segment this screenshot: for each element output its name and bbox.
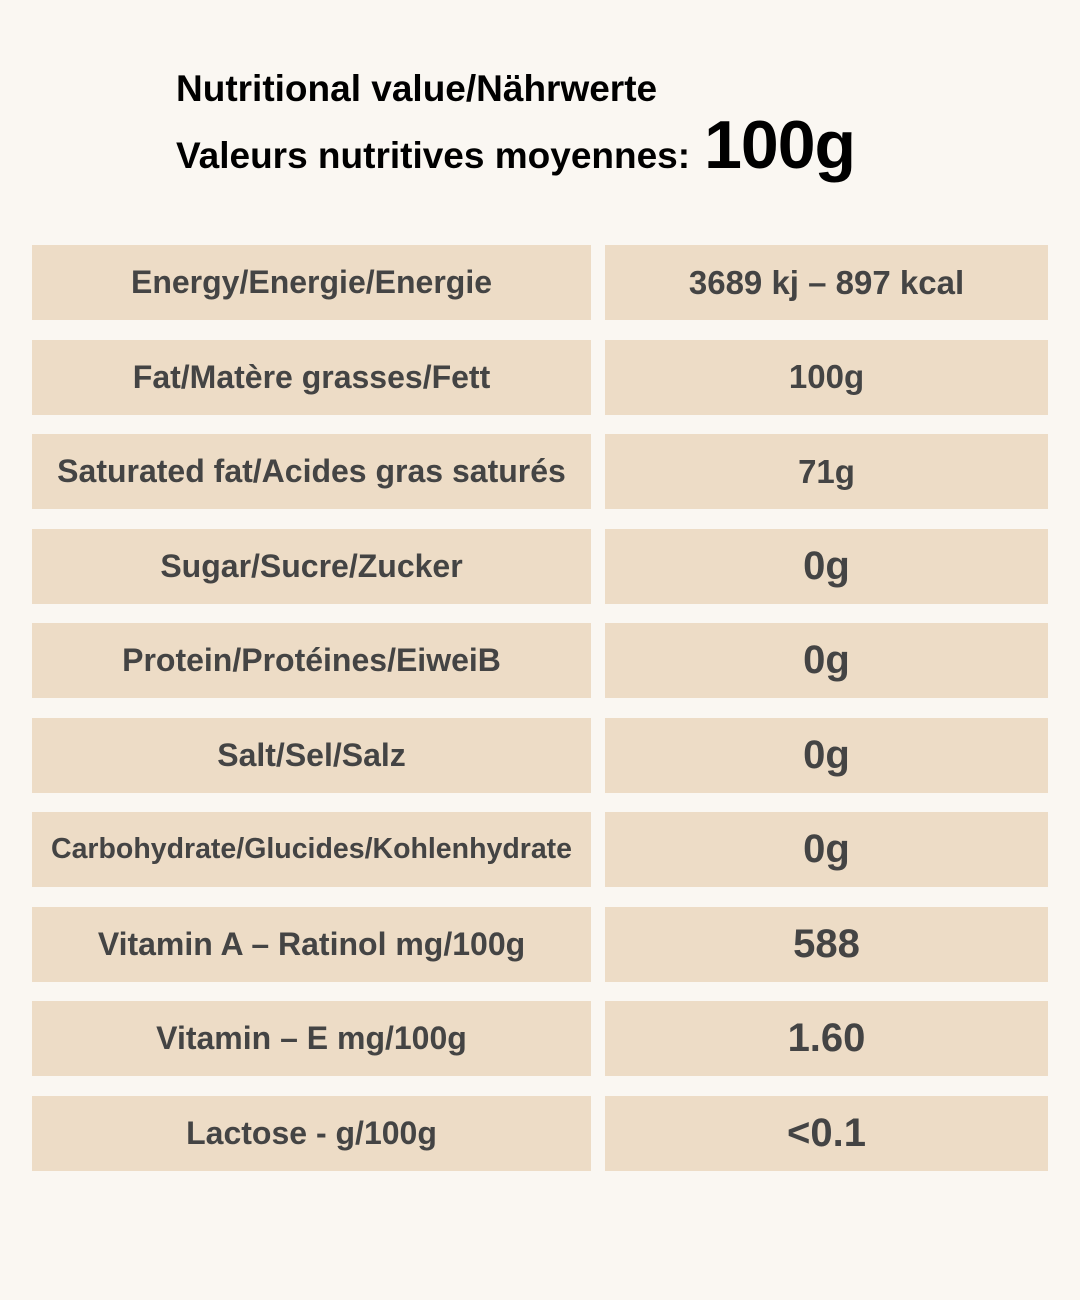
nutrient-value: 588 (605, 906, 1048, 982)
nutrient-value: 0g (605, 623, 1048, 698)
nutrient-name: Salt/Sel/Salz (32, 717, 591, 793)
nutrient-value: 0g (605, 812, 1048, 887)
table-row-lactose: Lactose - g/100g <0.1 (32, 1095, 1048, 1171)
nutrient-value: 1.60 (605, 1001, 1048, 1076)
nutrient-name: Fat/Matère grasses/Fett (32, 339, 591, 415)
nutrient-name: Lactose - g/100g (32, 1095, 591, 1171)
nutrient-name: Energy/Energie/Energie (32, 245, 591, 320)
nutrient-value: 0g (605, 528, 1048, 604)
nutrient-name: Saturated fat/Acides gras saturés (32, 434, 591, 509)
nutrient-name: Carbohydrate/Glucides/Kohlenhydrate (32, 812, 591, 887)
nutrient-name: Vitamin A – Ratinol mg/100g (32, 906, 591, 982)
nutrient-value: 3689 kj – 897 kcal (605, 245, 1048, 320)
nutrition-table: Energy/Energie/Energie 3689 kj – 897 kca… (32, 245, 1048, 1190)
table-row-vitamin-a: Vitamin A – Ratinol mg/100g 588 (32, 906, 1048, 982)
table-row-vitamin-e: Vitamin – E mg/100g 1.60 (32, 1001, 1048, 1076)
serving-amount: 100g (704, 107, 856, 183)
table-row-saturated-fat: Saturated fat/Acides gras saturés 71g (32, 434, 1048, 509)
table-row-sugar: Sugar/Sucre/Zucker 0g (32, 528, 1048, 604)
header-subtitle-row: Valeurs nutritives moyennes: 100g (176, 106, 856, 184)
nutrient-value: 71g (605, 434, 1048, 509)
nutrient-name: Vitamin – E mg/100g (32, 1001, 591, 1076)
table-row-energy: Energy/Energie/Energie 3689 kj – 897 kca… (32, 245, 1048, 320)
header-subtitle: Valeurs nutritives moyennes: (176, 135, 691, 176)
nutrition-header: Nutritional value/Nährwerte Valeurs nutr… (176, 66, 856, 184)
nutrient-value: <0.1 (605, 1095, 1048, 1171)
nutrient-name: Protein/Protéines/EiweiB (32, 623, 591, 698)
nutrient-value: 0g (605, 717, 1048, 793)
nutrient-name: Sugar/Sucre/Zucker (32, 528, 591, 604)
table-row-fat: Fat/Matère grasses/Fett 100g (32, 339, 1048, 415)
table-row-protein: Protein/Protéines/EiweiB 0g (32, 623, 1048, 698)
header-title: Nutritional value/Nährwerte (176, 68, 658, 109)
nutrient-value: 100g (605, 339, 1048, 415)
table-row-salt: Salt/Sel/Salz 0g (32, 717, 1048, 793)
table-row-carbohydrate: Carbohydrate/Glucides/Kohlenhydrate 0g (32, 812, 1048, 887)
